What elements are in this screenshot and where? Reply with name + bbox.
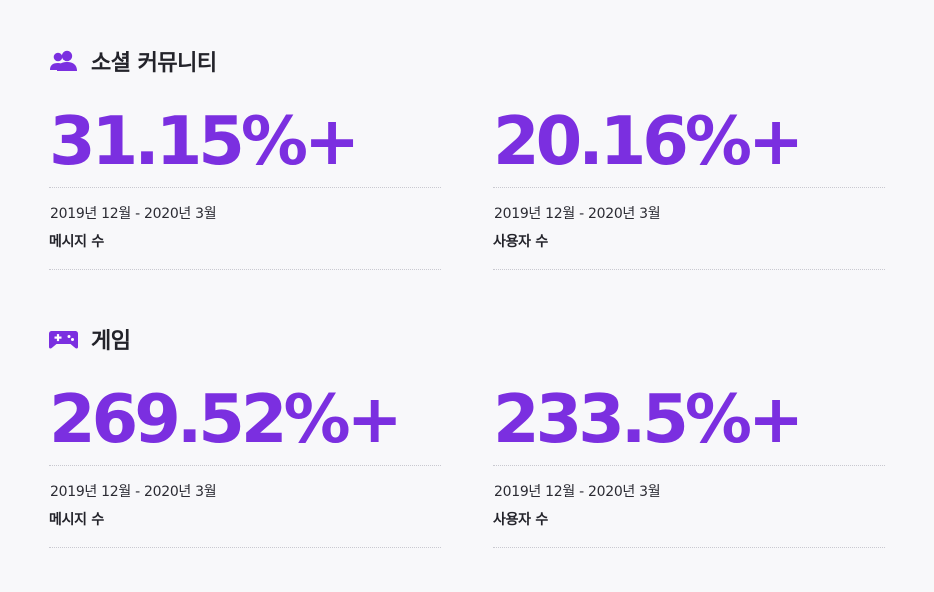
stat-messages: 269.52%+ 2019년 12월 - 2020년 3월 메시지 수	[49, 374, 441, 548]
stat-value: 269.52%+	[49, 380, 403, 458]
stat-period: 2019년 12월 - 2020년 3월	[50, 206, 217, 222]
section-header: 게임	[48, 322, 131, 356]
stat-label: 메시지 수	[49, 234, 104, 250]
divider	[49, 465, 441, 466]
stat-period: 2019년 12월 - 2020년 3월	[494, 206, 661, 222]
divider	[49, 269, 441, 270]
divider	[493, 547, 885, 548]
divider	[493, 465, 885, 466]
divider	[49, 547, 441, 548]
stat-messages: 31.15%+ 2019년 12월 - 2020년 3월 메시지 수	[49, 96, 441, 270]
stat-period: 2019년 12월 - 2020년 3월	[50, 484, 217, 500]
stat-users: 20.16%+ 2019년 12월 - 2020년 3월 사용자 수	[493, 96, 885, 270]
gamepad-icon	[48, 327, 81, 351]
people-icon	[48, 49, 81, 73]
section-title: 소셜 커뮤니티	[91, 51, 217, 76]
stat-period: 2019년 12월 - 2020년 3월	[494, 484, 661, 500]
divider	[493, 269, 885, 270]
divider	[493, 187, 885, 188]
section-title: 게임	[91, 329, 131, 354]
stat-value: 20.16%+	[493, 102, 804, 180]
stat-value: 31.15%+	[49, 102, 360, 180]
stat-label: 사용자 수	[493, 512, 548, 528]
stat-value: 233.5%+	[493, 380, 804, 458]
stat-label: 사용자 수	[493, 234, 548, 250]
section-header: 소셜 커뮤니티	[48, 44, 217, 78]
stat-label: 메시지 수	[49, 512, 104, 528]
stat-users: 233.5%+ 2019년 12월 - 2020년 3월 사용자 수	[493, 374, 885, 548]
divider	[49, 187, 441, 188]
